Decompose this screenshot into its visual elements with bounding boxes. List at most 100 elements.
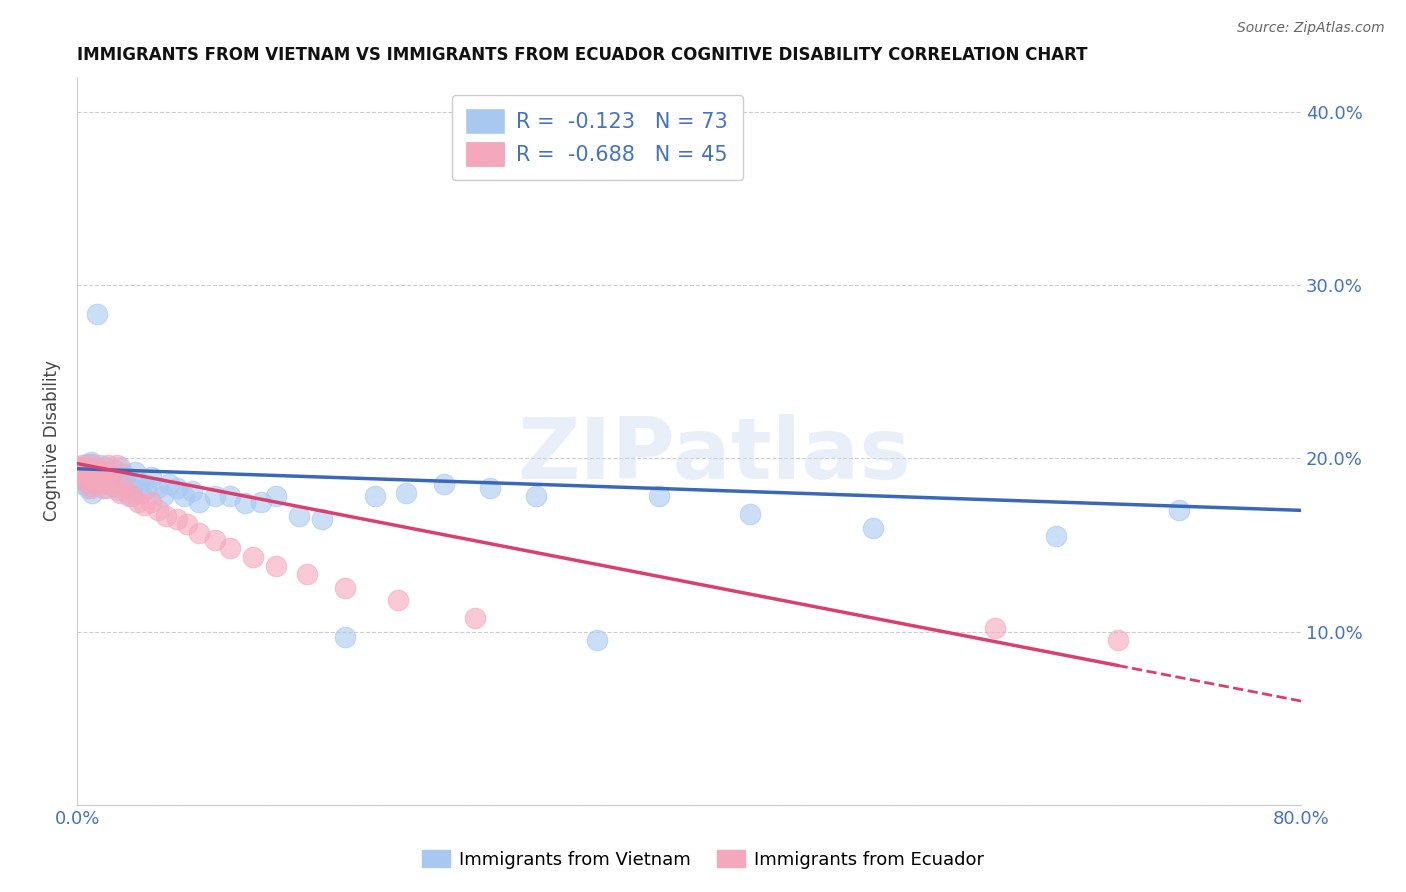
Point (333, 630, 356, 644)
Point (91, 475, 114, 490)
Point (586, 633, 609, 648)
Point (70, 460, 93, 475)
Point (288, 508, 311, 523)
Point (70, 472, 93, 486)
Point (73, 470, 96, 484)
Point (131, 486, 153, 500)
Point (157, 477, 180, 491)
Point (108, 460, 131, 475)
Point (76, 481, 98, 495)
Point (72, 463, 94, 477)
Point (86, 307, 108, 321)
Point (647, 490, 669, 504)
Legend: R =  -0.123   N = 73, R =  -0.688   N = 45: R = -0.123 N = 73, R = -0.688 N = 45 (451, 95, 742, 180)
Point (464, 611, 486, 625)
Point (80, 455, 103, 469)
Point (67, 468, 90, 483)
Point (155, 508, 177, 523)
Point (96, 481, 118, 495)
Point (110, 472, 132, 486)
Point (97, 465, 120, 479)
Point (75, 474, 97, 488)
Point (111, 467, 134, 481)
Point (152, 490, 174, 504)
Point (76, 457, 98, 471)
Point (862, 521, 884, 535)
Point (86, 477, 108, 491)
Point (121, 481, 143, 495)
Point (72, 472, 94, 486)
Point (84, 465, 107, 479)
Point (176, 517, 198, 532)
Point (72, 477, 94, 491)
Point (75, 468, 97, 483)
Point (433, 477, 456, 491)
Point (188, 525, 211, 540)
Point (90, 465, 112, 479)
Point (83, 470, 105, 484)
Point (134, 498, 156, 512)
Text: ZIPatlas: ZIPatlas (517, 414, 911, 497)
Point (127, 494, 149, 508)
Point (166, 481, 188, 495)
Point (104, 475, 127, 490)
Point (100, 468, 122, 483)
Point (83, 475, 105, 490)
Point (173, 490, 195, 504)
Y-axis label: Cognitive Disability: Cognitive Disability (44, 360, 60, 522)
Point (118, 490, 141, 504)
Point (219, 490, 242, 504)
Point (76, 475, 98, 490)
Point (121, 490, 143, 504)
Point (1167, 503, 1189, 517)
Point (145, 481, 167, 495)
Point (333, 582, 356, 596)
Point (67, 460, 90, 475)
Point (86, 472, 108, 486)
Point (1045, 529, 1067, 543)
Point (75, 458, 97, 473)
Point (80, 479, 103, 493)
Point (311, 512, 333, 526)
Point (204, 490, 226, 504)
Point (84, 467, 107, 481)
Point (87, 461, 110, 475)
Point (395, 486, 418, 500)
Point (82, 457, 104, 471)
Point (148, 503, 170, 517)
Point (139, 470, 162, 484)
Point (124, 465, 146, 479)
Point (70, 458, 93, 473)
Point (235, 496, 257, 510)
Point (79, 461, 101, 475)
Point (204, 533, 226, 547)
Point (73, 461, 96, 475)
Point (89, 458, 111, 473)
Point (105, 458, 128, 473)
Point (188, 494, 211, 508)
Point (219, 541, 242, 556)
Point (180, 484, 202, 499)
Point (740, 507, 762, 521)
Point (117, 486, 139, 500)
Point (87, 479, 110, 493)
Point (249, 494, 271, 508)
Point (89, 472, 111, 486)
Legend: Immigrants from Vietnam, Immigrants from Ecuador: Immigrants from Vietnam, Immigrants from… (415, 843, 991, 876)
Point (135, 481, 157, 495)
Point (98, 475, 121, 490)
Point (103, 479, 125, 493)
Point (1107, 633, 1129, 648)
Point (97, 458, 120, 473)
Point (127, 477, 149, 491)
Point (100, 472, 122, 486)
Point (90, 470, 112, 484)
Point (984, 621, 1007, 635)
Point (73, 463, 96, 477)
Point (364, 490, 387, 504)
Point (69, 465, 91, 479)
Point (93, 468, 115, 483)
Point (82, 461, 104, 475)
Point (264, 558, 287, 573)
Point (105, 470, 128, 484)
